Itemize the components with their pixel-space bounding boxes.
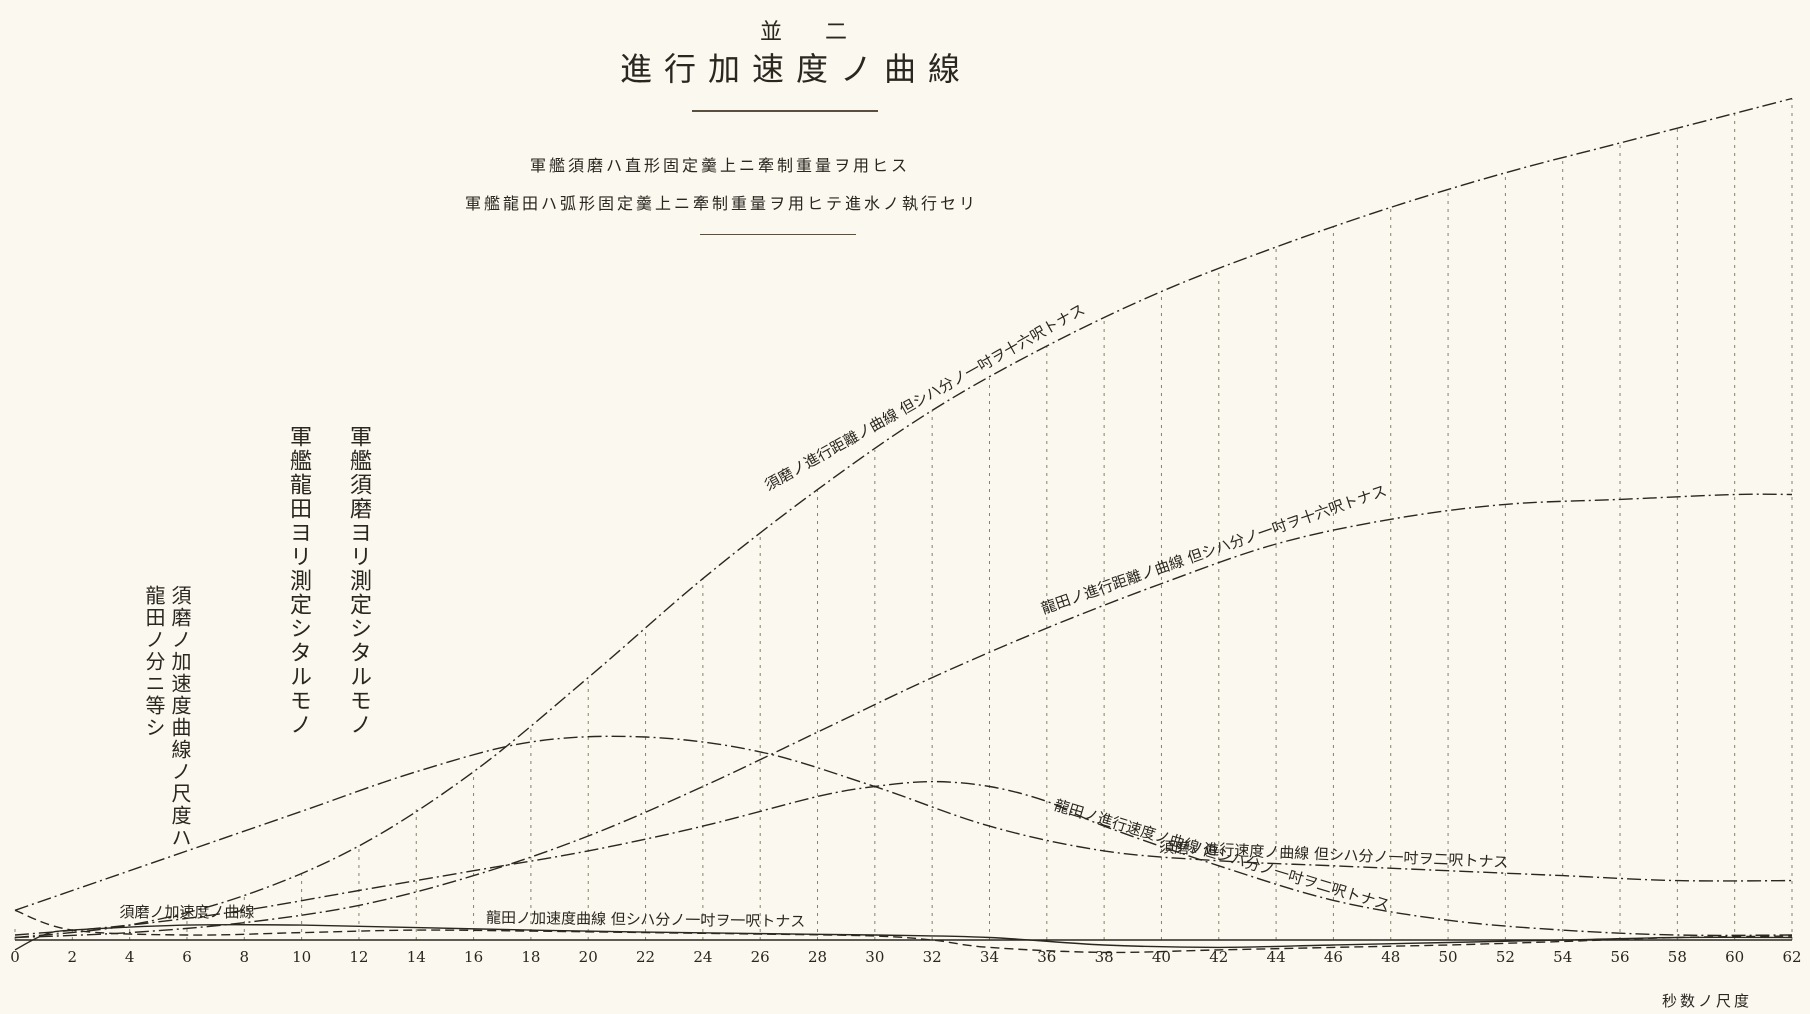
x-tick-label: 38 [1095,948,1114,966]
series-curves [14,97,1793,954]
x-tick-label: 62 [1782,948,1801,966]
x-tick-label: 52 [1496,948,1515,966]
series-suma-acceleration [14,923,1793,951]
x-tick-label: 54 [1553,948,1572,966]
x-tick-label: 58 [1668,948,1687,966]
scale-note-2: 龍田ノ分ニ等シ [142,585,166,739]
x-tick-label: 30 [865,948,884,966]
x-tick-label: 12 [349,948,368,966]
x-tick-label: 4 [125,948,135,966]
x-tick-label: 56 [1610,948,1629,966]
x-tick-label: 14 [407,948,426,966]
x-tick-label: 26 [751,948,770,966]
curve-label-suma-distance: 須磨ノ進行距離ノ曲線 但シハ分ノ一吋ヲ十六呎トナス [762,300,1089,494]
x-tick-label: 32 [923,948,942,966]
header-note-2: 軍艦龍田ハ弧形固定羹上ニ牽制重量ヲ用ヒテ進水ノ執行セリ [465,194,979,213]
header-note-1: 軍艦須磨ハ直形固定羹上ニ牽制重量ヲ用ヒス [530,156,911,175]
x-tick-label: 10 [292,948,311,966]
x-tick-label: 28 [808,948,827,966]
series-tatsuta-distance [14,493,1793,939]
x-tick-label: 36 [1037,948,1056,966]
x-tick-label: 18 [521,948,540,966]
scale-note-1: 須磨ノ加速度曲線ノ尺度ハ [168,585,192,849]
plate-number: 並 二 [760,20,865,45]
x-tick-label: 46 [1324,948,1343,966]
x-tick-label: 60 [1725,948,1744,966]
x-tick-label: 50 [1439,948,1458,966]
x-tick-label: 24 [693,948,712,966]
x-tick-label: 42 [1209,948,1228,966]
axis-unit-label: 秒数ノ尺度 [1662,992,1753,1010]
curve-label-tatsuta-acceleration: 龍田ノ加速度曲線 但シハ分ノ一吋ヲ一呎トナス [486,909,806,931]
x-tick-label: 0 [10,948,20,966]
x-tick-label: 16 [464,948,483,966]
x-tick-label: 20 [579,948,598,966]
x-tick-label: 34 [980,948,999,966]
title-underline [692,110,878,112]
x-tick-label: 8 [240,948,250,966]
x-tick-label: 2 [68,948,78,966]
note-suma-measured: 軍艦須磨ヨリ測定シタルモノ [346,425,371,737]
series-suma-velocity [14,735,1793,911]
page-title: 進行加速度ノ曲線 [620,50,973,88]
note-tatsuta-measured: 軍艦龍田ヨリ測定シタルモノ [286,425,311,737]
x-tick-label: 48 [1381,948,1400,966]
series-tatsuta-acceleration [14,909,1793,954]
x-tick-label: 6 [182,948,192,966]
x-tick-label: 40 [1152,948,1171,966]
series-suma-distance [14,97,1793,939]
x-tick-labels: 0 2 4 6 8 10 12 14 16 18 20 22 24 26 28 30 32 34 36 38 40 42 4… [10,948,1801,966]
curve-label-suma-acceleration: 須磨ノ加速度ノ曲線 [119,903,254,921]
grid-lines [14,98,1793,941]
x-tick-label: 44 [1267,948,1286,966]
series-tatsuta-velocity [14,780,1793,937]
notes-underline [700,234,856,235]
curve-label-tatsuta-distance: 龍田ノ進行距離ノ曲線 但シハ分ノ一吋ヲ十六呎トナス [1039,482,1389,618]
x-tick-label: 22 [636,948,655,966]
